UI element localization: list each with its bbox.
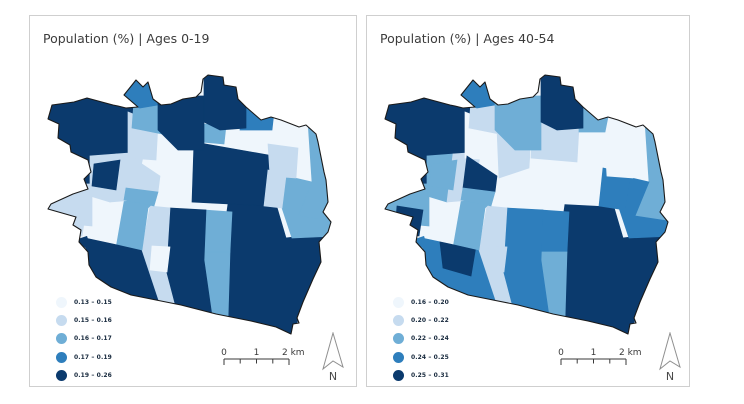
- legend-label: 0.22 – 0.24: [411, 335, 449, 343]
- north-arrow: N: [322, 332, 344, 383]
- legend-swatch: [393, 333, 404, 345]
- district: [57, 205, 87, 237]
- map-legend: 0.13 – 0.15 0.15 – 0.16 0.16 – 0.17 0.17 – …: [56, 293, 112, 385]
- map-legend: 0.16 – 0.20 0.20 – 0.22 0.22 – 0.24 0.24 – …: [393, 293, 449, 385]
- district: [394, 205, 424, 237]
- legend-item: 0.16 – 0.20: [393, 293, 449, 311]
- district: [201, 209, 233, 253]
- legend-swatch: [56, 333, 67, 345]
- district: [604, 143, 636, 179]
- district: [428, 159, 458, 191]
- panel-ages-40-54: Population (%) | Ages 40-54 0.16 – 0.20 0…: [366, 15, 690, 387]
- legend-swatch: [56, 315, 67, 327]
- svg-text:2 km: 2 km: [619, 348, 642, 358]
- legend-label: 0.13 – 0.15: [74, 298, 112, 306]
- legend-label: 0.20 – 0.22: [411, 317, 449, 325]
- district: [618, 175, 668, 239]
- legend-swatch: [56, 370, 67, 382]
- district: [281, 175, 331, 239]
- city-boundary: [47, 74, 332, 335]
- legend-item: 0.15 – 0.16: [56, 311, 112, 329]
- svg-text:N: N: [666, 370, 674, 383]
- svg-text:0: 0: [221, 348, 227, 358]
- legend-swatch: [393, 351, 404, 363]
- legend-item: 0.17 – 0.19: [56, 348, 112, 366]
- scale-bar: 0 1 2 km: [221, 348, 305, 365]
- svg-text:0: 0: [558, 348, 564, 358]
- legend-item: 0.22 – 0.24: [393, 330, 449, 348]
- panel-ages-0-19: Population (%) | Ages 0-19 0.13 – 0.15 0.…: [29, 15, 357, 387]
- legend-item: 0.16 – 0.17: [56, 330, 112, 348]
- scale-bar: 0 1 2 km: [558, 348, 642, 365]
- svg-text:1: 1: [591, 348, 597, 358]
- legend-label: 0.16 – 0.20: [411, 298, 449, 306]
- district: [460, 187, 496, 207]
- legend-label: 0.24 – 0.25: [411, 353, 449, 361]
- choropleth-map: [384, 74, 669, 335]
- district: [123, 187, 159, 207]
- north-arrow: N: [659, 332, 681, 383]
- legend-item: 0.24 – 0.25: [393, 348, 449, 366]
- district: [267, 143, 299, 179]
- legend-item: 0.20 – 0.22: [393, 311, 449, 329]
- city-boundary: [384, 74, 669, 335]
- legend-swatch: [56, 296, 67, 308]
- legend-item: 0.13 – 0.15: [56, 293, 112, 311]
- legend-label: 0.25 – 0.31: [411, 372, 449, 380]
- legend-item: 0.25 – 0.31: [393, 367, 449, 385]
- panel-title: Population (%) | Ages 40-54: [380, 31, 555, 46]
- legend-label: 0.17 – 0.19: [74, 353, 112, 361]
- svg-text:2 km: 2 km: [282, 348, 305, 358]
- district: [149, 245, 171, 273]
- district: [486, 245, 508, 273]
- legend-swatch: [56, 351, 67, 363]
- district: [91, 159, 121, 191]
- svg-text:1: 1: [254, 348, 260, 358]
- legend-swatch: [393, 315, 404, 327]
- legend-swatch: [393, 370, 404, 382]
- district: [538, 209, 570, 253]
- legend-item: 0.19 – 0.26: [56, 367, 112, 385]
- choropleth-map: [47, 74, 332, 335]
- district: [578, 97, 610, 133]
- legend-label: 0.15 – 0.16: [74, 317, 112, 325]
- legend-label: 0.19 – 0.26: [74, 372, 112, 380]
- panel-title: Population (%) | Ages 0-19: [43, 31, 210, 46]
- legend-label: 0.16 – 0.17: [74, 335, 112, 343]
- svg-text:N: N: [329, 370, 337, 383]
- legend-swatch: [393, 296, 404, 308]
